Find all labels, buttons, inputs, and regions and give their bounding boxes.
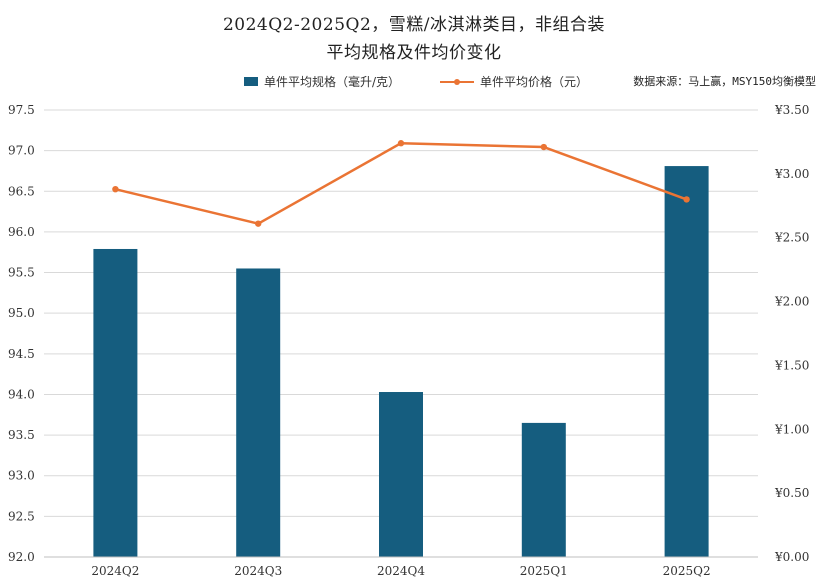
y-right-tick-label: ¥1.50: [774, 358, 809, 372]
chart-title-line2: 平均规格及件均价变化: [326, 43, 502, 63]
legend-line-swatch: [440, 77, 474, 87]
price-point-2025Q1: [540, 143, 547, 151]
legend-item-line-series: 单件平均价格（元）: [440, 73, 588, 90]
bar-2025Q1: [521, 422, 566, 557]
y-left-tick-label: 95.5: [8, 266, 35, 280]
y-left-tick-label: 95.0: [8, 306, 35, 320]
y-right-tick-label: ¥1.00: [774, 422, 809, 436]
bar-2024Q2: [93, 248, 138, 557]
price-point-2024Q2: [112, 185, 119, 193]
bar-2024Q3: [236, 268, 281, 557]
y-left-tick-label: 94.5: [8, 347, 35, 361]
y-left-tick-label: 96.5: [8, 184, 35, 198]
y-left-tick-label: 94.0: [8, 387, 35, 401]
y-left-tick-label: 96.0: [8, 225, 35, 239]
price-point-2024Q4: [397, 140, 405, 147]
x-tick-label: 2024Q2: [91, 564, 139, 578]
y-right-tick-label: ¥2.50: [774, 231, 809, 245]
x-tick-label: 2025Q1: [520, 564, 568, 578]
y-left-tick-label: 92.5: [8, 509, 35, 523]
price-line: [115, 141, 688, 225]
price-point-2025Q2: [683, 196, 690, 203]
legend-item-bar-series: 单件平均规格（毫升/克）: [244, 73, 400, 90]
price-point-2024Q3: [255, 220, 262, 227]
y-left-tick-label: 97.5: [8, 103, 35, 117]
bar-2024Q4: [379, 392, 423, 557]
chart-legend: 单件平均规格（毫升/克） 单件平均价格（元）: [0, 73, 828, 91]
legend-label-line-series: 单件平均价格（元）: [480, 75, 589, 89]
legend-label-bar-series: 单件平均规格（毫升/克）: [264, 75, 401, 89]
data-source-note: 数据来源：马上赢，MSY150均衡模型: [633, 75, 816, 88]
chart-title-line1: 2024Q2-2025Q2，雪糕/冰淇淋类目，非组合装: [222, 15, 605, 35]
legend-bar-swatch: [244, 77, 258, 86]
bar-2025Q2: [664, 166, 709, 557]
x-tick-label: 2024Q4: [377, 564, 425, 578]
y-right-tick-label: ¥2.00: [774, 295, 809, 309]
y-right-tick-label: ¥0.50: [774, 486, 809, 500]
y-left-tick-label: 92.0: [8, 550, 35, 564]
y-left-tick-label: 97.0: [8, 144, 35, 158]
y-right-tick-label: ¥3.00: [774, 167, 809, 181]
y-right-tick-label: ¥0.00: [774, 550, 809, 564]
y-left-tick-label: 93.5: [8, 428, 35, 442]
x-tick-label: 2024Q3: [234, 564, 282, 578]
x-tick-label: 2025Q2: [663, 564, 711, 578]
y-left-tick-label: 93.0: [8, 469, 35, 483]
y-right-tick-label: ¥3.50: [774, 103, 809, 117]
